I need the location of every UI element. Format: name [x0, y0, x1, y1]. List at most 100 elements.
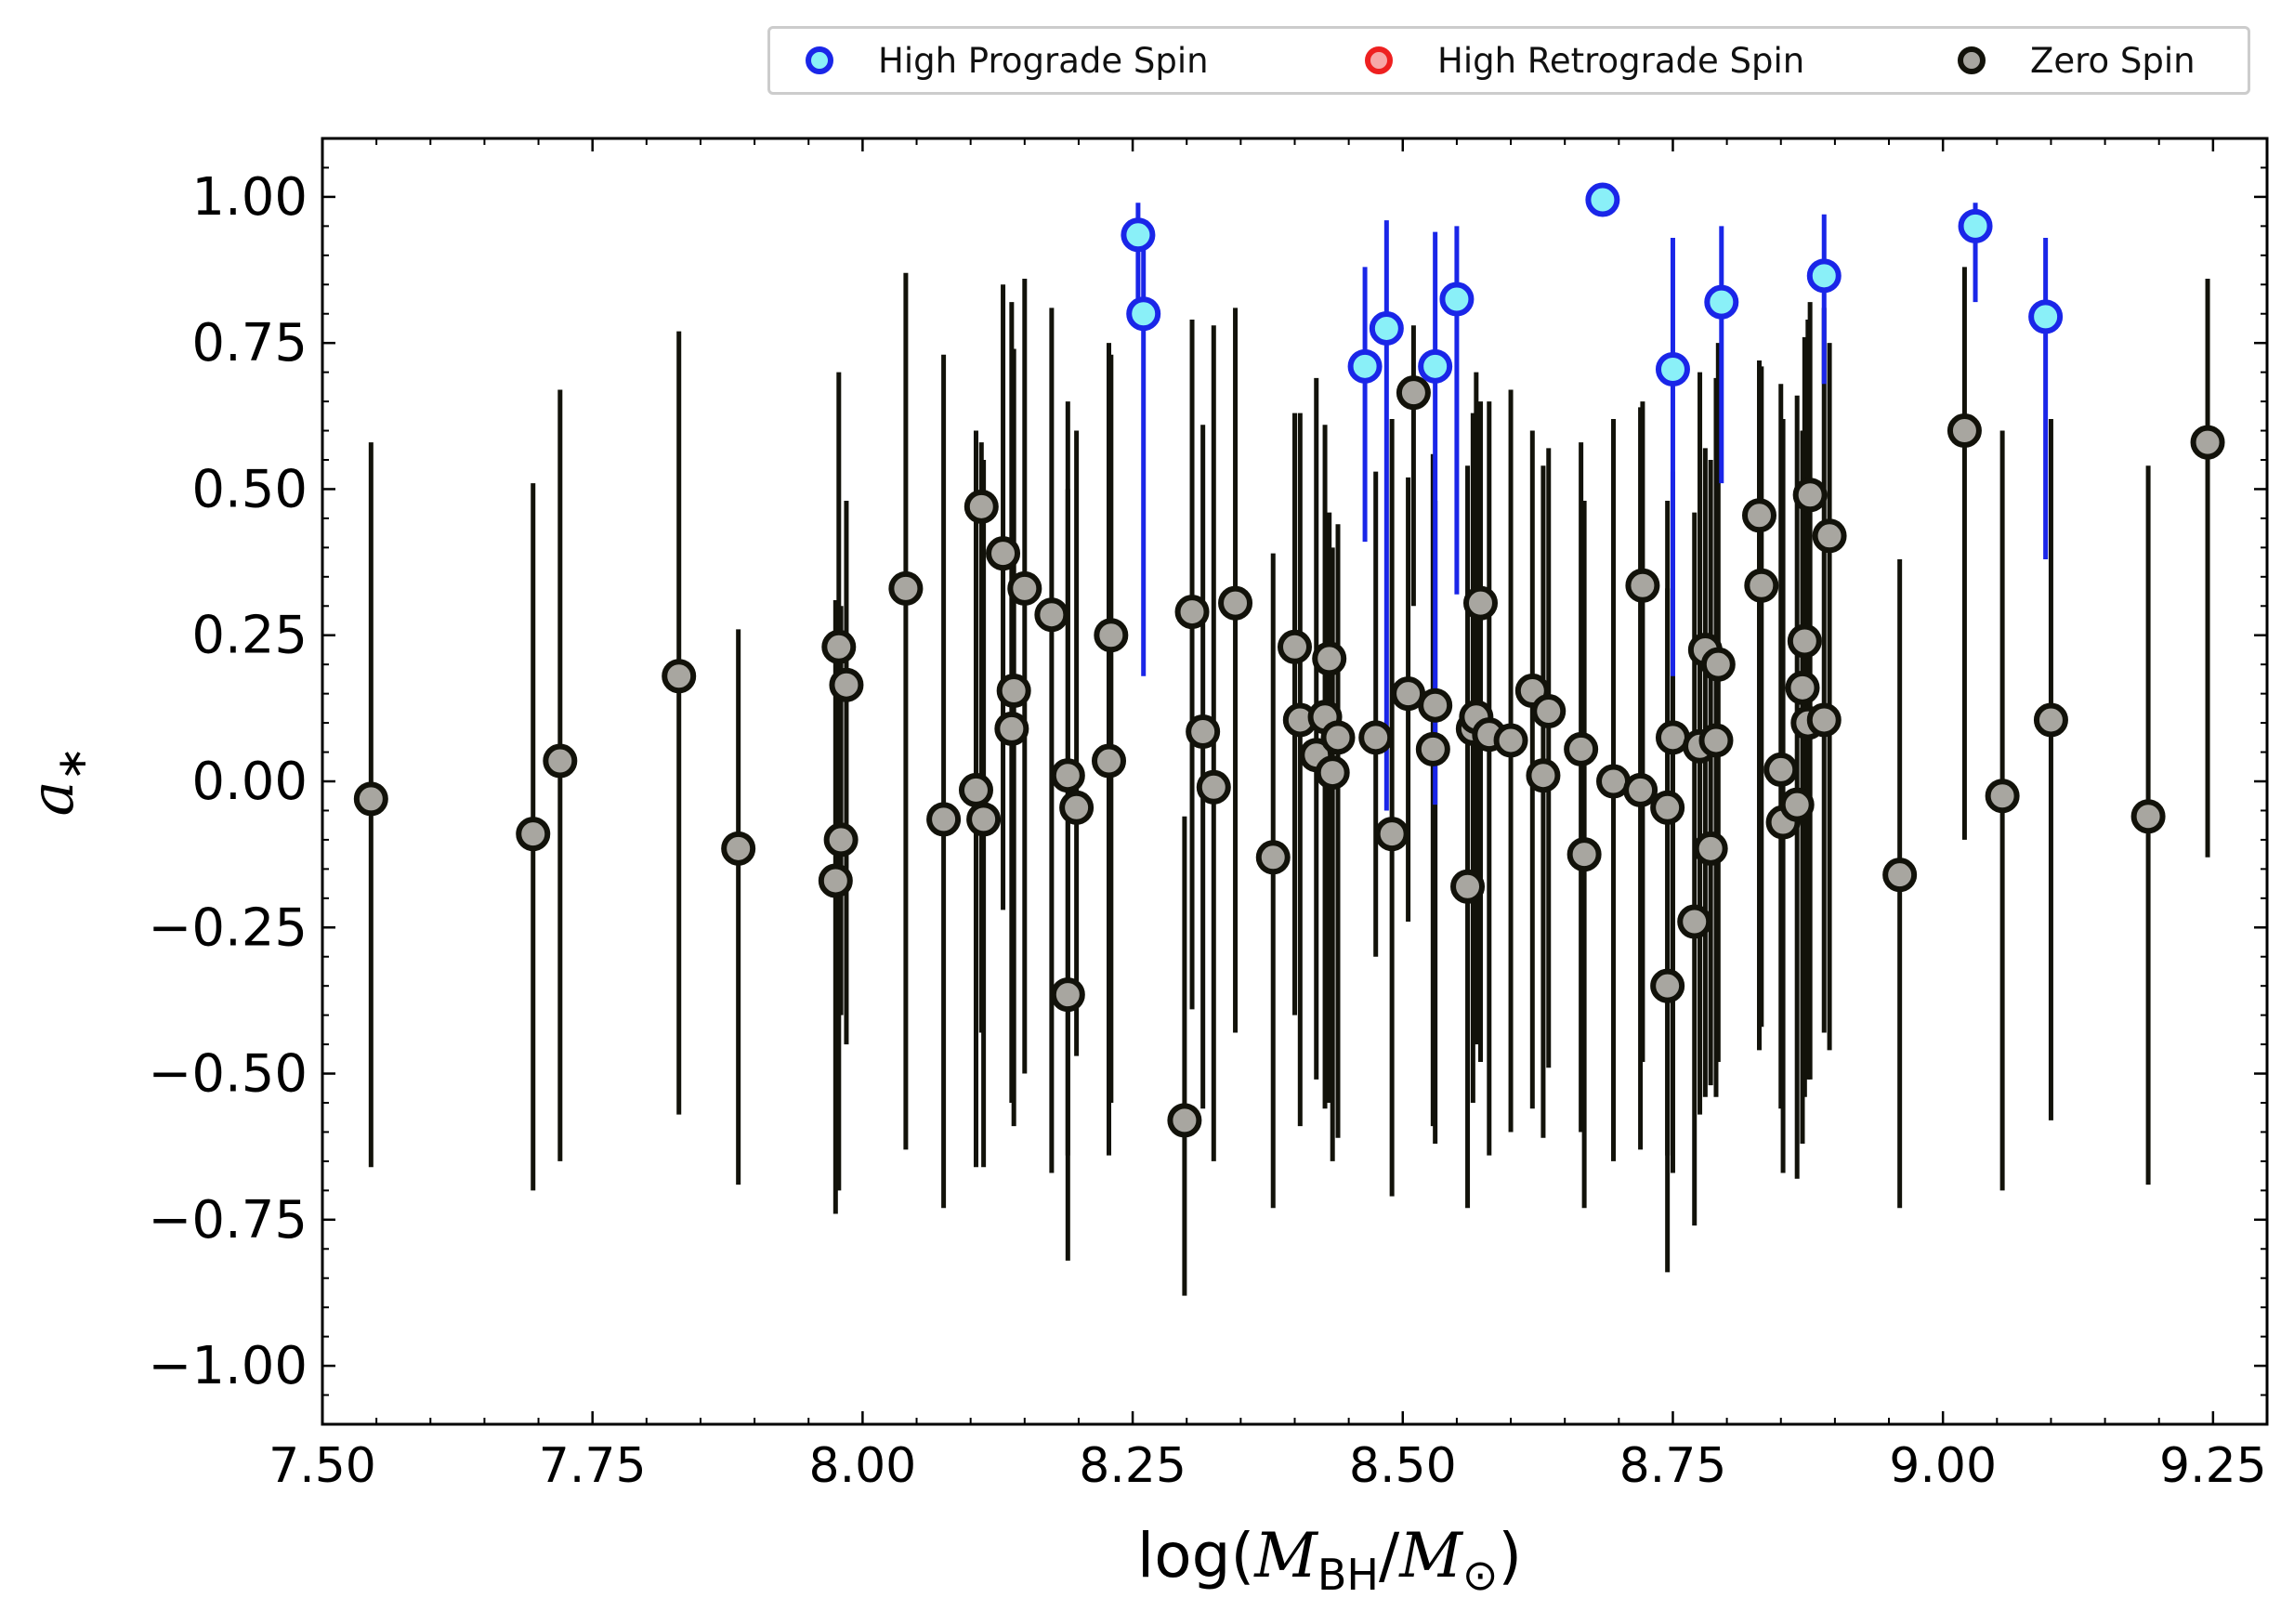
y-tick-label: 0.25 [191, 606, 308, 666]
high-prograde-spin-point [1121, 217, 1156, 253]
legend-marker-high-retrograde [1365, 46, 1393, 74]
y-axis: −1.00 −0.75 −0.50 −0.25 0.00 0.25 0.50 0.75 1.00 [148, 138, 2267, 1425]
zero-spin-point [1218, 585, 1253, 621]
y-tick-label: 0.00 [191, 752, 308, 812]
zero-spin-point [1526, 758, 1561, 793]
zero-spin-point [1623, 772, 1658, 807]
high-prograde-spin-point [1439, 282, 1475, 317]
zero-spin-point [1278, 629, 1312, 664]
zero-spin-point [1174, 595, 1210, 630]
zero-spin-point [1677, 904, 1712, 939]
x-tick-label: 8.75 [1619, 1438, 1727, 1494]
zero-spin-point [1396, 375, 1431, 411]
zero-spin-point [1450, 869, 1486, 904]
zero-spin-point [516, 817, 551, 852]
zero-spin-point [1092, 743, 1127, 779]
x-label-m1: M [1253, 1520, 1318, 1591]
zero-spin-point [926, 802, 962, 837]
zero-spin-point [821, 629, 857, 664]
x-label-sub1: BH [1317, 1550, 1379, 1600]
y-axis-label-symbol: a [19, 780, 87, 816]
zero-spin-point [1700, 647, 1736, 682]
zero-spin-point [1806, 702, 1842, 738]
high-prograde-spin-point [1347, 348, 1383, 384]
zero-spin-point [1564, 731, 1599, 766]
zero-spin-point [986, 536, 1021, 571]
zero-spin-point [958, 772, 993, 807]
x-tick-label: 7.50 [269, 1438, 376, 1494]
zero-spin-point [2190, 425, 2225, 460]
zero-spin-point [1462, 585, 1498, 621]
y-axis-label-subscript: ∗ [48, 746, 96, 780]
zero-spin-point [1650, 790, 1685, 825]
high-prograde-spin-point [1655, 351, 1690, 386]
zero-spin-point [1566, 837, 1602, 872]
zero-spin-point [1650, 968, 1685, 1003]
zero-spin-point [1007, 570, 1042, 606]
legend-label-zero-spin: Zero Spin [2030, 40, 2196, 81]
zero-spin-point [1094, 618, 1129, 653]
zero-spin-point [1315, 755, 1350, 791]
zero-spin-point [996, 673, 1031, 708]
zero-spin-point [1493, 723, 1528, 758]
zero-spin-point [1312, 641, 1347, 676]
high-prograde-spin-point [1585, 182, 1620, 217]
high-prograde-spin-point [1126, 296, 1161, 332]
y-tick-label: −0.75 [148, 1190, 308, 1251]
x-tick-label: 7.75 [539, 1438, 647, 1494]
zero-spin-point [1882, 858, 1918, 893]
high-prograde-spin-point [1369, 310, 1404, 346]
high-prograde-spin-point [1704, 284, 1739, 320]
x-label-slash: / [1379, 1520, 1400, 1591]
zero-spin-point [1186, 714, 1221, 750]
zero-spin-point [1792, 478, 1828, 513]
x-tick-label: 8.00 [808, 1438, 916, 1494]
legend-label-high-retrograde: High Retrograde Spin [1437, 40, 1805, 81]
zero-spin-point [1034, 597, 1069, 633]
zero-spin-point [1358, 720, 1394, 755]
legend-label-high-prograde: High Prograde Spin [878, 40, 1209, 81]
y-tick-label: 0.75 [191, 313, 308, 373]
zero-spin-point [1741, 498, 1776, 533]
legend-entry-high-prograde: High Prograde Spin [806, 29, 1209, 92]
zero-spin-point [966, 802, 1002, 837]
zero-spin-point [353, 781, 388, 817]
high-prograde-spin-point [2028, 299, 2064, 334]
high-prograde-spin-point [1958, 208, 1993, 243]
zero-spin-point [1050, 977, 1085, 1013]
zero-spin-point [1787, 623, 1822, 659]
legend-entry-zero-spin: Zero Spin [1958, 29, 2196, 92]
y-tick-label: −0.25 [148, 897, 308, 958]
zero-spin-point [1531, 694, 1566, 729]
zero-spin-point [829, 667, 864, 702]
legend-entry-high-retrograde: High Retrograde Spin [1365, 29, 1804, 92]
zero-spin-point [1744, 568, 1779, 603]
y-tick-label: −0.50 [148, 1044, 308, 1105]
y-tick-label: −1.00 [148, 1336, 308, 1396]
zero-spin-point [818, 863, 853, 898]
zero-spin-point [963, 489, 999, 524]
high-prograde-spin-point [1418, 348, 1453, 384]
x-tick-label: 9.25 [2159, 1438, 2267, 1494]
legend-marker-zero-spin [1958, 46, 1986, 74]
zero-spin-point [1812, 518, 1847, 554]
zero-spin-point [1779, 787, 1815, 822]
zero-spin-point [1625, 568, 1660, 603]
x-axis: 7.50 7.75 8.00 8.25 8.50 8.75 9.00 9.25 [269, 138, 2268, 1494]
zero-spin-point [662, 659, 697, 694]
marker-layer [353, 182, 2225, 1138]
x-label-m2: M [1398, 1520, 1463, 1591]
legend: High Prograde Spin High Retrograde Spin … [767, 26, 2250, 95]
zero-spin-point [1698, 723, 1734, 758]
x-axis-label: log(MBH/M⊙) [1137, 1520, 1522, 1600]
zero-spin-point [1391, 676, 1426, 712]
legend-marker-high-prograde [806, 46, 833, 74]
zero-spin-point [1693, 831, 1728, 866]
x-tick-label: 8.25 [1079, 1438, 1186, 1494]
zero-spin-point [1785, 670, 1820, 705]
y-tick-label: 0.50 [191, 459, 308, 519]
zero-spin-point [2130, 799, 2166, 834]
zero-spin-point [543, 743, 578, 779]
x-label-pre: log( [1137, 1520, 1254, 1591]
